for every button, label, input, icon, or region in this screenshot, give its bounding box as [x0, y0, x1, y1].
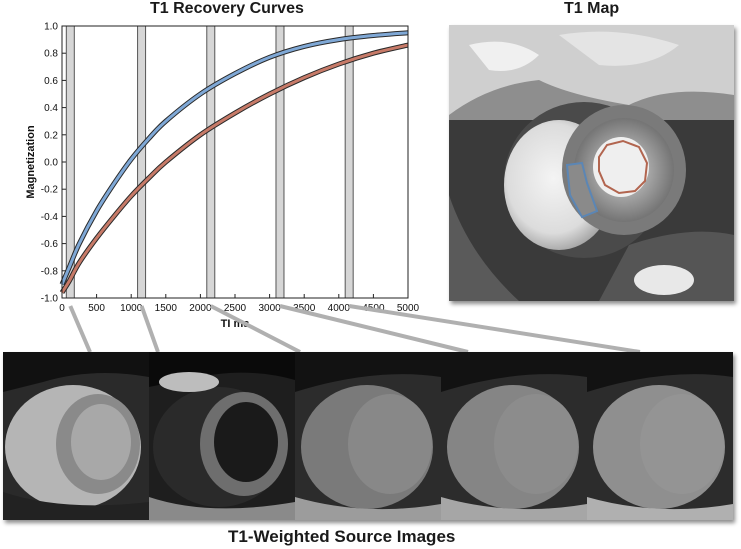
y-axis-label: Magnetization	[25, 125, 37, 199]
y-tick-label: 1.0	[44, 22, 58, 33]
x-tick-label: 4000	[328, 303, 351, 314]
source-image-1	[3, 352, 149, 520]
x-tick-label: 2000	[189, 303, 212, 314]
t1-map-image	[449, 25, 734, 301]
source-image-3	[295, 352, 441, 520]
source-image-4	[441, 352, 587, 520]
t1-recovery-chart: 0 500 1000 1500 2000 2500 3000 3500 4000 4500 5000…	[25, 22, 420, 331]
x-tick-label: 500	[88, 303, 105, 314]
y-tick-label: -1.0	[41, 294, 59, 305]
source-image-2	[149, 352, 295, 520]
plot-frame	[61, 25, 409, 299]
x-tick-label: 3000	[258, 303, 281, 314]
series-1-outline	[59, 30, 409, 286]
x-tick-label: 5000	[397, 303, 420, 314]
x-tick-label: 4500	[362, 303, 385, 314]
x-tick-label: 3500	[293, 303, 316, 314]
y-tick-label: -0.8	[41, 266, 59, 277]
y-tick-label: 0.0	[44, 158, 58, 169]
x-tick-label: 1500	[155, 303, 178, 314]
x-tick-label: 0	[59, 303, 65, 314]
ti-band-4	[275, 25, 285, 299]
series-2-outline	[59, 42, 409, 294]
series-2-line	[60, 43, 409, 294]
t1-map-title: T1 Map	[564, 0, 620, 17]
x-tick-label: 1000	[120, 303, 143, 314]
y-tick-label: 0.2	[44, 130, 58, 141]
source-images-title: T1-Weighted Source Images	[228, 527, 456, 546]
y-tick-label: -0.6	[41, 239, 59, 250]
chart-title: T1 Recovery Curves	[150, 0, 304, 17]
septum-roi	[565, 161, 599, 219]
x-axis-label: TI ms	[221, 318, 250, 330]
series-1-line	[60, 31, 409, 285]
y-tick-label: 0.8	[44, 49, 58, 60]
ti-band-3	[206, 25, 216, 299]
source-image-5	[587, 352, 733, 520]
ti-bands	[65, 25, 354, 299]
ti-band-2	[137, 25, 147, 299]
source-images-strip	[3, 352, 733, 520]
blood-pool-roi	[598, 139, 649, 195]
recovery-curves	[59, 30, 409, 294]
ti-band-5	[344, 25, 354, 299]
y-tick-label: -0.4	[41, 212, 59, 223]
x-tick-label: 2500	[224, 303, 247, 314]
x-ticks: 0 500 1000 1500 2000 2500 3000 3500 4000 4500 5000	[59, 294, 420, 314]
y-tick-label: 0.6	[44, 76, 58, 87]
y-ticks: -1.0 -0.8 -0.6 -0.4 -0.2 0.0 0.2 0.4 0.6 0.8 1.0	[41, 22, 66, 305]
y-tick-label: 0.4	[44, 103, 58, 114]
y-tick-label: -0.2	[41, 185, 59, 196]
